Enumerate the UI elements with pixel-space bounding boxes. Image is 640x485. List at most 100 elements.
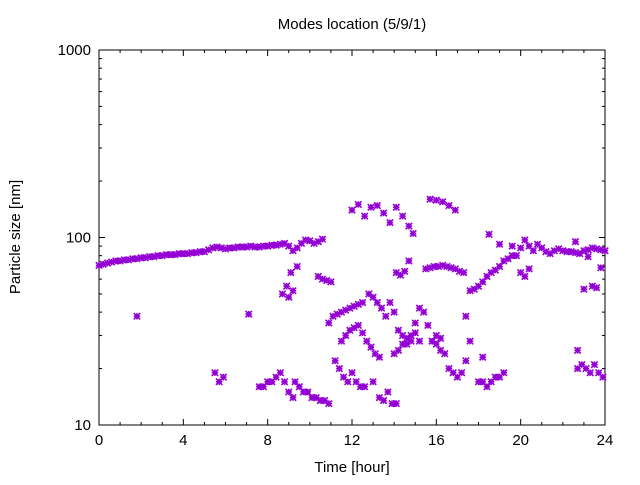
- data-point: [597, 246, 605, 254]
- data-point: [453, 373, 462, 381]
- data-point: [346, 304, 354, 312]
- data-point: [390, 349, 398, 358]
- data-point: [234, 243, 242, 251]
- data-point: [474, 378, 483, 386]
- data-point: [590, 360, 599, 369]
- data-point: [478, 278, 487, 286]
- data-point: [559, 246, 567, 255]
- data-point: [348, 206, 356, 214]
- data-point: [162, 250, 171, 259]
- data-point: [495, 240, 504, 249]
- data-point: [365, 290, 373, 298]
- data-point: [124, 256, 133, 264]
- data-point: [485, 230, 493, 239]
- data-point: [443, 262, 451, 271]
- data-point: [314, 272, 323, 281]
- data-point: [573, 364, 582, 373]
- data-point: [398, 212, 407, 220]
- data-point: [554, 245, 563, 253]
- data-point: [483, 272, 491, 281]
- data-point: [280, 378, 289, 386]
- data-point: [457, 368, 466, 377]
- data-point: [588, 282, 597, 290]
- data-point: [563, 247, 571, 256]
- data-point: [483, 382, 491, 391]
- data-point: [284, 242, 293, 250]
- x-tick-label: 8: [263, 432, 271, 449]
- data-point: [120, 256, 129, 264]
- data-point: [381, 312, 390, 321]
- data-point: [99, 260, 107, 269]
- data-point: [419, 308, 428, 316]
- x-tick-label: 20: [512, 432, 529, 449]
- data-point: [362, 337, 371, 345]
- data-point: [601, 246, 609, 255]
- data-point: [137, 253, 145, 262]
- data-point: [516, 268, 525, 277]
- data-point: [500, 368, 508, 377]
- data-point: [379, 209, 388, 217]
- data-point: [103, 259, 112, 267]
- data-point: [369, 378, 377, 386]
- data-point: [308, 393, 316, 402]
- data-point: [341, 331, 350, 340]
- data-point: [445, 364, 453, 373]
- data-point: [525, 242, 533, 250]
- data-point: [244, 310, 253, 318]
- data-point: [289, 393, 297, 402]
- data-point: [445, 201, 453, 210]
- data-point: [259, 382, 268, 391]
- data-point: [432, 340, 441, 348]
- data-point: [360, 212, 369, 220]
- data-point: [594, 368, 603, 377]
- y-tick-label: 10: [74, 417, 91, 434]
- data-point: [447, 263, 455, 272]
- data-point: [225, 244, 234, 252]
- data-point: [297, 239, 306, 248]
- data-point: [428, 337, 436, 345]
- data-point: [217, 244, 226, 252]
- data-point: [263, 242, 272, 250]
- data-point: [348, 368, 356, 377]
- data-point: [293, 244, 301, 252]
- data-point: [388, 399, 396, 408]
- data-point: [327, 278, 335, 286]
- data-point: [436, 334, 445, 343]
- data-point: [512, 251, 521, 260]
- data-point: [550, 246, 559, 255]
- data-point: [284, 293, 293, 302]
- data-point: [521, 272, 529, 281]
- data-point: [390, 308, 398, 316]
- data-point: [211, 368, 219, 377]
- data-point: [584, 252, 592, 261]
- x-tick-label: 0: [95, 432, 103, 449]
- data-point: [318, 235, 327, 243]
- data-point: [259, 242, 268, 250]
- data-point: [107, 258, 116, 266]
- data-point: [432, 331, 441, 340]
- data-point: [392, 268, 401, 277]
- data-point: [537, 244, 546, 252]
- data-point: [346, 326, 354, 335]
- data-point: [375, 353, 384, 361]
- data-point: [434, 262, 443, 271]
- data-point: [312, 393, 320, 402]
- data-point: [466, 286, 474, 295]
- data-point: [478, 378, 487, 386]
- data-point: [438, 261, 447, 270]
- data-point: [367, 343, 375, 351]
- data-point: [333, 310, 342, 318]
- plot-frame: [98, 49, 606, 426]
- data-point: [392, 399, 401, 408]
- data-point: [280, 239, 289, 248]
- data-point: [375, 393, 384, 402]
- data-point: [322, 276, 331, 285]
- data-point: [525, 265, 533, 273]
- data-point: [379, 396, 388, 405]
- data-point: [546, 249, 554, 258]
- data-point: [200, 247, 209, 256]
- data-point: [575, 249, 584, 258]
- data-point: [438, 198, 447, 206]
- data-point: [371, 349, 379, 358]
- data-point: [451, 265, 460, 273]
